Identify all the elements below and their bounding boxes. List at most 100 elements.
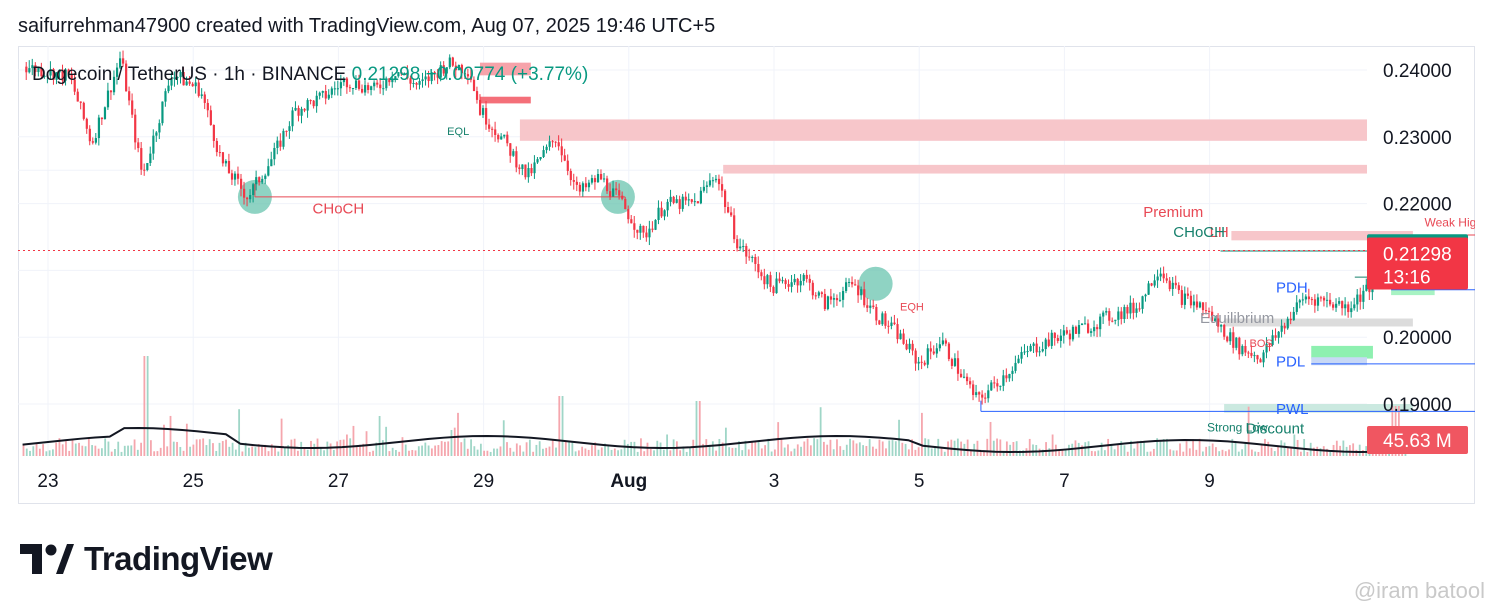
volume-bar [1136, 441, 1139, 456]
volume-bar [1117, 445, 1119, 456]
candle-body [448, 57, 451, 68]
volume-bar [51, 449, 54, 456]
volume-bar [228, 446, 231, 456]
candle-body [185, 81, 188, 86]
candle-body [1117, 311, 1120, 320]
candle-body [1056, 338, 1059, 341]
candle-body [972, 384, 975, 395]
volume-bar [649, 449, 652, 456]
volume-bar [819, 407, 822, 456]
volume-bar [633, 441, 636, 456]
candle-body [1186, 293, 1190, 296]
volume-bar [123, 445, 126, 456]
order-block [479, 62, 531, 76]
candle-body [769, 275, 772, 287]
candle-body [360, 88, 364, 93]
candle-body [475, 91, 479, 100]
volume-bar [1048, 448, 1051, 456]
candle-body [563, 155, 566, 161]
candle-body [1229, 332, 1232, 342]
volume-bar [695, 401, 698, 456]
volume-bar [414, 450, 417, 456]
volume-bar [61, 444, 64, 456]
volume-bar [306, 449, 309, 456]
volume-bar [943, 451, 946, 456]
volume-bar [862, 445, 865, 456]
candle-body [1032, 343, 1035, 346]
candle-body [512, 151, 515, 156]
volume-bar [1283, 442, 1286, 456]
volume-bar [143, 356, 146, 456]
pdl-zone [1311, 357, 1367, 366]
volume-bar [159, 447, 162, 456]
volume-bar [496, 448, 499, 456]
candle-body [778, 278, 781, 282]
candle-body [82, 102, 85, 119]
volume-bar [708, 444, 711, 456]
volume-bar [1058, 450, 1061, 456]
candle-body [612, 188, 615, 197]
candle-body [385, 78, 388, 89]
last-price: 0.21298 [351, 64, 421, 85]
candle-body [596, 173, 600, 183]
candle-body [379, 84, 382, 89]
volume-bar [989, 421, 992, 456]
volume-bar [584, 448, 587, 456]
volume-bar [303, 448, 306, 456]
candle-body [947, 343, 951, 360]
volume-bar [721, 442, 724, 456]
volume-bar [666, 434, 668, 456]
candle-body [814, 295, 817, 297]
volume-bar [767, 438, 770, 456]
volume-bar [1051, 434, 1054, 456]
candle-body [817, 292, 820, 296]
volume-bar [218, 442, 221, 456]
x-tick-label: 27 [328, 471, 349, 492]
candle-body [394, 76, 397, 79]
candle-body [155, 132, 158, 136]
candle-body [1138, 308, 1141, 310]
volume-bar [388, 451, 391, 456]
annotation-label: PDH [1276, 279, 1308, 296]
volume-bar [558, 396, 561, 456]
candle-body [158, 123, 161, 133]
x-tick-label: 29 [473, 471, 494, 492]
candle-body [37, 67, 40, 73]
candle-body [161, 101, 164, 124]
candle-body [224, 160, 228, 164]
candle-body [297, 107, 300, 116]
volume-bar [1264, 438, 1266, 456]
volume-bar [976, 440, 979, 456]
candle-body [364, 85, 367, 93]
volume-bar [1267, 441, 1270, 456]
candle-body [191, 83, 194, 87]
volume-bar [1084, 442, 1087, 456]
candle-body [984, 397, 987, 399]
candle-body [94, 138, 97, 143]
candle-body [1108, 311, 1111, 321]
volume-bar [1273, 451, 1276, 456]
x-tick-label: 3 [769, 471, 780, 492]
volume-bar [359, 444, 361, 456]
volume-bar [1130, 440, 1132, 456]
candle-body [711, 180, 715, 182]
volume-bar [921, 412, 923, 456]
volume-bar [836, 439, 838, 456]
candle-body [515, 151, 518, 168]
candle-body [953, 358, 957, 366]
candle-body [557, 142, 560, 147]
volume-bar [849, 438, 851, 456]
candle-body [370, 86, 373, 90]
candle-body [742, 246, 745, 248]
volume-bar [885, 448, 887, 456]
candle-body [276, 140, 279, 148]
candle-body [1283, 325, 1286, 329]
volume-bar [620, 449, 623, 456]
volume-bar [1110, 445, 1113, 456]
volume-bar [685, 451, 688, 456]
volume-bar [78, 442, 80, 456]
candle-body [1023, 351, 1026, 353]
swing-marker [858, 266, 893, 301]
volume-bar [718, 438, 721, 456]
